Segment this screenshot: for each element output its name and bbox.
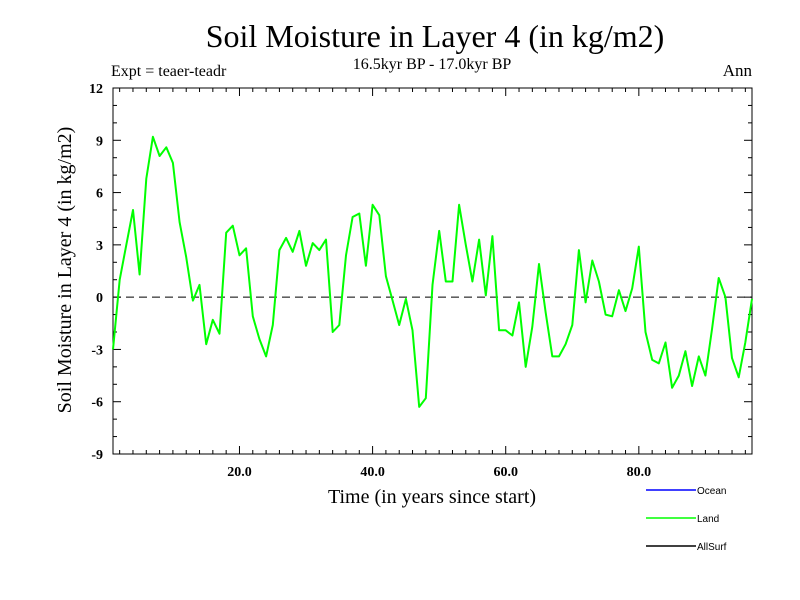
- season-label: Ann: [722, 61, 752, 80]
- x-axis-title: Time (in years since start): [328, 486, 536, 508]
- x-tick-label: 40.0: [360, 465, 385, 480]
- x-tick-label: 20.0: [227, 465, 252, 480]
- x-tick-label: 60.0: [493, 465, 518, 480]
- chart-title: Soil Moisture in Layer 4 (in kg/m2): [205, 18, 665, 54]
- axis-ticks: [113, 87, 752, 455]
- legend-label-allsurf: AllSurf: [697, 542, 727, 553]
- x-tick-label: 80.0: [627, 465, 652, 480]
- chart-subtitle: 16.5kyr BP - 17.0kyr BP: [352, 56, 512, 73]
- experiment-label: Expt = teaer-teadr: [111, 63, 227, 80]
- legend: Ocean Land AllSurf: [646, 486, 727, 553]
- y-tick-label: -6: [91, 396, 103, 411]
- y-axis-title: Soil Moisture in Layer 4 (in kg/m2): [54, 127, 76, 414]
- legend-label-ocean: Ocean: [697, 486, 726, 497]
- y-tick-label: 6: [96, 187, 103, 202]
- tick-labels: -9 -6 -3 0 3 6 9 12 20.0 40.0 60.0 80.0: [89, 82, 651, 480]
- y-tick-label: -3: [91, 343, 103, 358]
- plot-area: [112, 87, 753, 455]
- y-tick-label: 12: [89, 82, 103, 97]
- y-tick-label: 0: [96, 291, 103, 306]
- y-tick-label: 3: [96, 239, 103, 254]
- y-tick-label: -9: [91, 448, 103, 463]
- series-line-land: [112, 135, 753, 408]
- legend-label-land: Land: [697, 514, 719, 525]
- plot-frame: [112, 87, 753, 455]
- series-layer: [112, 135, 753, 408]
- y-tick-label: 9: [96, 134, 103, 149]
